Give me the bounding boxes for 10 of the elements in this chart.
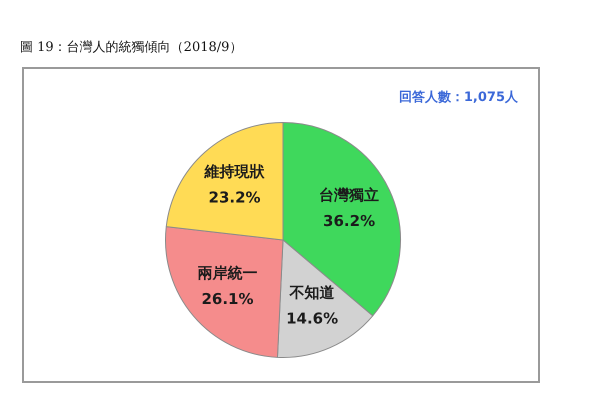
data-label: 23.2%	[208, 188, 261, 207]
slice-label: 維持現狀	[204, 162, 266, 181]
data-label: 26.1%	[201, 290, 254, 308]
data-label: 36.2%	[323, 212, 376, 230]
slice-label: 不知道	[288, 284, 336, 302]
slice-label: 台灣獨立	[319, 186, 380, 204]
chart-title: 圖 19：台灣人的統獨傾向（2018/9）	[20, 39, 242, 56]
slice-label: 兩岸統一	[197, 264, 258, 282]
data-label: 14.6%	[286, 310, 338, 328]
text: 回答人數：1,075人	[398, 89, 518, 106]
